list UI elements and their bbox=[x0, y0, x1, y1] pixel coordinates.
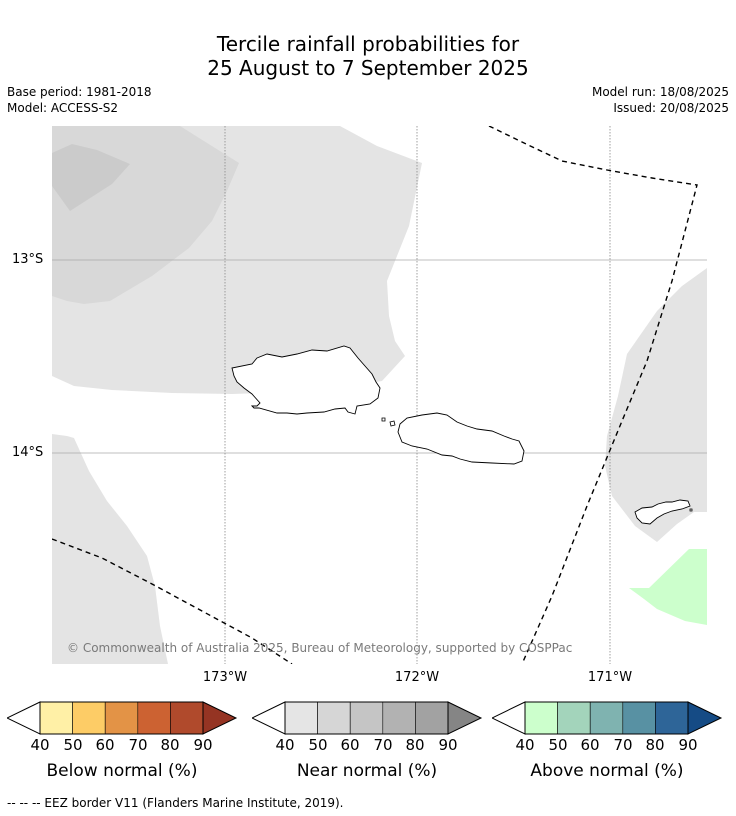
tick-70: 70 bbox=[613, 736, 633, 754]
lon-label-173w: 173°W bbox=[202, 670, 248, 685]
title-line-1: Tercile rainfall probabilities for bbox=[216, 32, 520, 56]
tick-70: 70 bbox=[373, 736, 393, 754]
colorbar-under-arrow bbox=[5, 701, 41, 735]
lat-label-14s: 14°S bbox=[12, 445, 44, 460]
colorbar-swatch bbox=[137, 701, 171, 735]
colorbar-swatch bbox=[72, 701, 106, 735]
colorbar-swatch bbox=[349, 701, 384, 735]
base-period: Base period: 1981-2018 bbox=[7, 85, 152, 99]
colorbar-swatch bbox=[170, 701, 204, 735]
colorbar-swatch bbox=[622, 701, 656, 735]
copyright-notice: © Commonwealth of Australia 2025, Bureau… bbox=[67, 641, 573, 655]
tick-90: 90 bbox=[678, 736, 698, 754]
colorbar-above-normal bbox=[490, 701, 723, 735]
colorbar-swatch bbox=[589, 701, 624, 735]
legend-near-normal: 40 50 60 70 80 90 Near normal (%) bbox=[250, 700, 484, 781]
model-name: Model: ACCESS-S2 bbox=[7, 101, 119, 115]
colorbar-under-arrow bbox=[250, 701, 286, 735]
colorbar-below-normal bbox=[5, 701, 238, 735]
tick-90: 90 bbox=[193, 736, 213, 754]
title-line-2: 25 August to 7 September 2025 bbox=[207, 56, 529, 80]
near-normal-region-east bbox=[605, 268, 707, 542]
apolima-island bbox=[381, 417, 386, 422]
colorbar-swatch bbox=[557, 701, 591, 735]
legend-caption: Above normal (%) bbox=[530, 761, 684, 781]
near-normal-region-core bbox=[52, 144, 130, 211]
colorbar-under-arrow bbox=[490, 701, 526, 735]
gridlines bbox=[52, 126, 707, 664]
tick-90: 90 bbox=[438, 736, 458, 754]
tick-50: 50 bbox=[548, 736, 568, 754]
colorbar-swatch bbox=[415, 701, 449, 735]
eez-footnote: -- -- -- EEZ border V11 (Flanders Marine… bbox=[7, 796, 344, 810]
meta-left: Base period: 1981-2018 Model: ACCESS-S2 bbox=[7, 84, 152, 116]
near-normal-region-southwest bbox=[52, 434, 168, 664]
tick-80: 80 bbox=[405, 736, 425, 754]
legend-caption: Below normal (%) bbox=[46, 761, 198, 781]
colorbar-swatch bbox=[382, 701, 416, 735]
colorbar-swatch bbox=[524, 701, 558, 735]
colorbar-swatch bbox=[104, 701, 139, 735]
legend-above-normal: 40 50 60 70 80 90 Above normal (%) bbox=[490, 700, 724, 781]
above-normal-region-southeast bbox=[629, 549, 707, 625]
tick-60: 60 bbox=[580, 736, 600, 754]
tick-80: 80 bbox=[160, 736, 180, 754]
upolu-island bbox=[397, 412, 525, 465]
issued-date: Issued: 20/08/2025 bbox=[613, 101, 729, 115]
colorbar-swatch bbox=[655, 701, 689, 735]
lat-label-13s: 13°S bbox=[12, 252, 44, 267]
legend-caption: Near normal (%) bbox=[296, 761, 438, 781]
meta-right: Model run: 18/08/2025 Issued: 20/08/2025 bbox=[592, 84, 729, 116]
tick-50: 50 bbox=[308, 736, 328, 754]
lon-label-172w: 172°W bbox=[394, 670, 440, 685]
aunuu-island bbox=[689, 508, 693, 512]
tick-40: 40 bbox=[515, 736, 535, 754]
tutuila-island bbox=[634, 499, 691, 525]
tick-40: 40 bbox=[30, 736, 50, 754]
colorbar-over-arrow bbox=[687, 701, 723, 735]
lon-label-171w: 171°W bbox=[587, 670, 633, 685]
tick-70: 70 bbox=[128, 736, 148, 754]
manono-island bbox=[389, 420, 396, 427]
legend-below-normal: 40 50 60 70 80 90 Below normal (%) bbox=[5, 700, 239, 781]
map-canvas bbox=[52, 126, 707, 664]
colorbar-swatch bbox=[317, 701, 351, 735]
tick-40: 40 bbox=[275, 736, 295, 754]
model-run: Model run: 18/08/2025 bbox=[591, 85, 729, 99]
eez-border bbox=[52, 126, 698, 664]
tick-60: 60 bbox=[95, 736, 115, 754]
colorbar-swatch bbox=[39, 701, 73, 735]
map-title: Tercile rainfall probabilities for 25 Au… bbox=[0, 32, 736, 80]
colorbar-swatch bbox=[284, 701, 318, 735]
colorbar-near-normal bbox=[250, 701, 483, 735]
tick-60: 60 bbox=[340, 736, 360, 754]
tick-80: 80 bbox=[645, 736, 665, 754]
colorbar-over-arrow bbox=[447, 701, 483, 735]
colorbar-over-arrow bbox=[202, 701, 238, 735]
savaii-island bbox=[231, 345, 381, 415]
tick-50: 50 bbox=[63, 736, 83, 754]
